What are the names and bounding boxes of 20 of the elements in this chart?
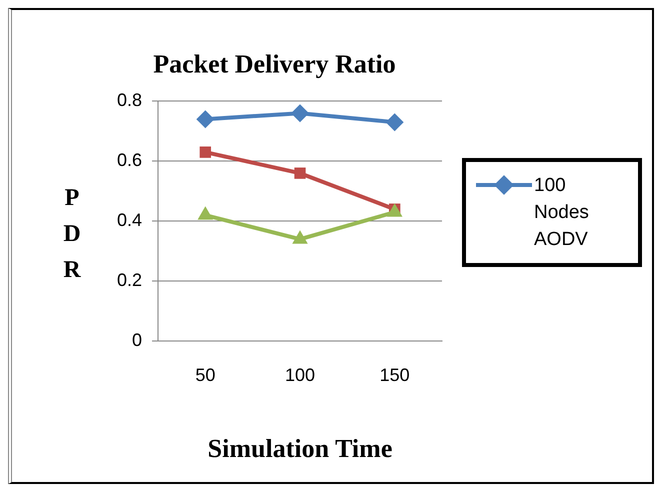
x-tick-label: 150 bbox=[380, 364, 410, 385]
y-tick-label: 0.2 bbox=[116, 270, 142, 290]
point bbox=[291, 104, 310, 122]
point bbox=[386, 113, 404, 132]
point bbox=[200, 146, 212, 158]
x-tick-label: 100 bbox=[284, 364, 316, 385]
y-tick-label: 0.4 bbox=[116, 210, 142, 230]
y-tick-label: 0.6 bbox=[116, 150, 142, 170]
y-tick-label: 0 bbox=[132, 330, 142, 350]
point bbox=[294, 168, 306, 179]
point bbox=[386, 203, 402, 217]
point bbox=[292, 230, 308, 244]
chart-title: Packet Delivery Ratio bbox=[153, 49, 396, 78]
legend-label: 100 Nodes AODV bbox=[534, 174, 590, 252]
point bbox=[196, 110, 214, 128]
x-axis-title: Simulation Time bbox=[208, 434, 392, 464]
y-axis-title: PDR bbox=[62, 184, 82, 285]
y-tick-label: 0.8 bbox=[116, 90, 142, 110]
point bbox=[198, 206, 214, 220]
x-tick-label: 50 bbox=[195, 364, 216, 385]
